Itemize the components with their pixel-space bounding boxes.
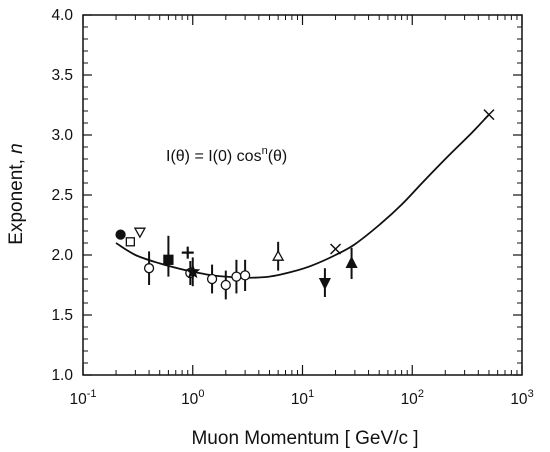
equation-annotation: I(θ) = I(0) cosn(θ) (166, 145, 287, 165)
data-point-open-up-triangle (272, 241, 285, 271)
data-point-open-down-triangle (133, 227, 147, 239)
marker-filled-down-triangle (318, 277, 331, 291)
data-point-filled-star (185, 257, 201, 287)
x-tick-label-exponent: 2 (418, 388, 424, 400)
data-point-filled-circle (115, 229, 126, 240)
equation-annotation-post: (θ) (268, 148, 288, 165)
y-tick-label: 3.5 (51, 67, 73, 84)
x-tick-label-exponent: 0 (198, 388, 204, 400)
marker-cross (330, 243, 342, 255)
data-point-open-circle (239, 259, 251, 291)
x-tick-label-base: 10 (401, 391, 419, 408)
data-point-filled-square (163, 235, 174, 277)
x-tick-label-base: 10 (181, 391, 199, 408)
y-tick-label: 2.5 (51, 187, 73, 204)
marker-open-down-triangle (133, 227, 147, 239)
data-point-filled-down-triangle (318, 268, 331, 297)
data-point-filled-up-triangle (345, 247, 358, 279)
x-tick-label: 101 (291, 388, 314, 408)
y-tick-label: 1.5 (51, 307, 73, 324)
data-point-open-circle (143, 251, 155, 285)
marker-plus (181, 246, 194, 259)
x-tick-label-exponent: 3 (528, 388, 534, 400)
marker-filled-circle (115, 229, 126, 240)
data-point-plus (181, 246, 194, 259)
marker-open-square (125, 237, 135, 247)
y-axis-label-prefix: Exponent, (6, 154, 27, 245)
marker-open-circle (231, 271, 242, 282)
x-tick-label-base: 10 (291, 391, 309, 408)
x-tick-label: 100 (181, 388, 204, 408)
y-tick-label: 1.0 (51, 367, 73, 384)
marker-open-circle (143, 263, 155, 274)
marker-filled-star (185, 264, 201, 279)
y-tick-label: 4.0 (51, 7, 73, 24)
y-axis-label-variable: n (6, 143, 27, 154)
tick-labels: 1.01.52.02.53.03.54.010-1 100 101 102 103 (51, 7, 533, 408)
equation-annotation-pre: I(θ) = I(0) cos (166, 148, 262, 165)
marker-open-circle (239, 270, 251, 281)
plot-frame (82, 14, 523, 376)
equation-annotation-sup: n (262, 145, 268, 157)
x-tick-label-exponent: 1 (308, 388, 314, 400)
data-markers (115, 109, 495, 300)
data-point-open-circle (220, 270, 231, 300)
x-tick-label-base: 10 (69, 391, 87, 408)
y-tick-label: 3.0 (51, 127, 73, 144)
x-tick-label: 10-1 (69, 388, 96, 408)
data-point-cross (483, 109, 495, 121)
data-point-cross (330, 243, 342, 255)
marker-open-up-triangle (272, 249, 285, 261)
x-axis-label: Muon Momentum [ GeV/c ] (191, 428, 418, 449)
marker-filled-up-triangle (345, 255, 358, 269)
data-point-open-circle (231, 259, 242, 294)
x-tick-label: 102 (401, 388, 424, 408)
marker-filled-square (163, 254, 174, 265)
data-point-open-square (125, 237, 135, 247)
fit-curve (115, 113, 490, 279)
x-tick-label: 103 (510, 388, 533, 408)
y-tick-label: 2.0 (51, 247, 73, 264)
marker-cross (483, 109, 495, 121)
data-point-open-circle (206, 264, 218, 294)
x-tick-label-exponent: -1 (87, 388, 97, 400)
marker-open-circle (220, 279, 231, 291)
marker-open-circle (206, 273, 218, 285)
x-tick-label-base: 10 (510, 391, 528, 408)
y-axis-label: Exponent, n (6, 143, 27, 244)
